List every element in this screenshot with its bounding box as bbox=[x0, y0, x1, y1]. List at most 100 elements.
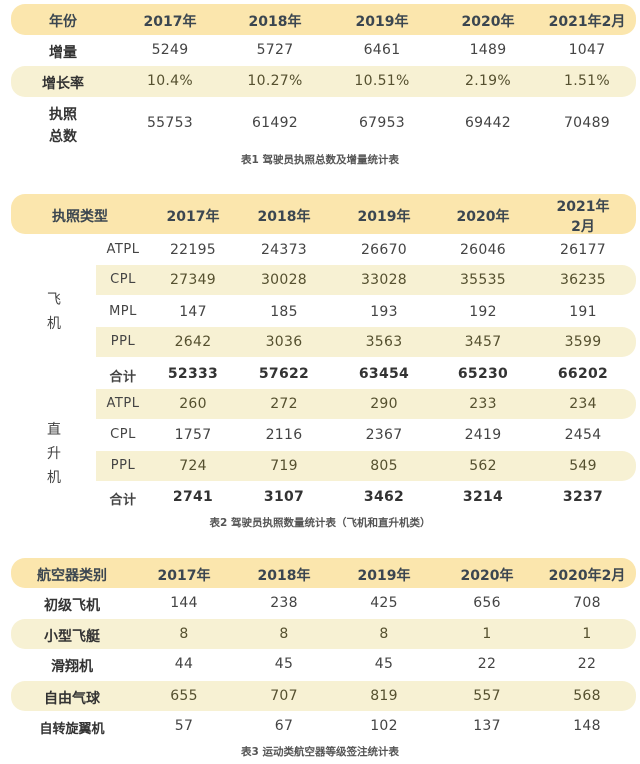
cell: 3237 bbox=[562, 489, 604, 505]
cell: 233 bbox=[469, 396, 497, 412]
table-2-header-2017: 2017年 bbox=[166, 209, 220, 225]
cell: 26177 bbox=[559, 242, 607, 258]
cell: 10.27% bbox=[247, 73, 303, 89]
cell: 2642 bbox=[174, 334, 212, 350]
cell: 8 bbox=[379, 626, 389, 642]
cell: 3036 bbox=[265, 334, 303, 350]
cell: 2116 bbox=[265, 427, 303, 443]
cell: 708 bbox=[573, 595, 601, 611]
cell: 655 bbox=[170, 688, 198, 704]
table-3-header-band bbox=[11, 558, 636, 588]
cell: 2419 bbox=[464, 427, 502, 443]
group-label-helicopter: 直 升 机 bbox=[47, 418, 61, 490]
table-1-header-2017: 2017年 bbox=[143, 14, 197, 30]
cell: 30028 bbox=[260, 272, 308, 288]
row-label: 增量 bbox=[49, 45, 77, 61]
table-2-header-2020: 2020年 bbox=[456, 209, 510, 225]
row-label: 滑翔机 bbox=[51, 659, 93, 675]
table-1-header-2019: 2019年 bbox=[355, 14, 409, 30]
table-3-header-2018: 2018年 bbox=[257, 568, 311, 584]
cell: 8 bbox=[179, 626, 189, 642]
cell: 33028 bbox=[360, 272, 408, 288]
table-3-highlight-band bbox=[11, 619, 636, 649]
cell: 22 bbox=[577, 656, 597, 672]
license-type: ATPL bbox=[106, 396, 140, 411]
cell: 234 bbox=[569, 396, 597, 412]
cell: 67953 bbox=[358, 115, 406, 131]
cell: 102 bbox=[370, 718, 398, 734]
cell: 3599 bbox=[564, 334, 602, 350]
cell: 3563 bbox=[365, 334, 403, 350]
cell: 70489 bbox=[563, 115, 611, 131]
cell: 67 bbox=[274, 718, 294, 734]
row-label: 自由气球 bbox=[44, 691, 100, 707]
cell: 5727 bbox=[256, 42, 294, 58]
cell: 44 bbox=[174, 656, 194, 672]
table-2-caption: 表2 驾驶员执照数量统计表（飞机和直升机类） bbox=[209, 517, 431, 529]
cell: 2367 bbox=[365, 427, 403, 443]
cell: 719 bbox=[270, 458, 298, 474]
cell: 819 bbox=[370, 688, 398, 704]
license-type: CPL bbox=[110, 427, 136, 442]
table-1-caption: 表1 驾驶员执照总数及增量统计表 bbox=[241, 154, 399, 166]
cell: 148 bbox=[573, 718, 601, 734]
cell: 2.19% bbox=[465, 73, 511, 89]
cell: 8 bbox=[279, 626, 289, 642]
table-2-highlight-band bbox=[96, 327, 636, 357]
table-1-header-2020: 2020年 bbox=[461, 14, 515, 30]
cell: 724 bbox=[179, 458, 207, 474]
group-char: 机 bbox=[47, 316, 61, 332]
cell: 568 bbox=[573, 688, 601, 704]
cell: 2741 bbox=[172, 489, 214, 505]
table-3-header-2020: 2020年 bbox=[460, 568, 514, 584]
cell: 805 bbox=[370, 458, 398, 474]
group-label-airplane: 飞 机 bbox=[47, 288, 61, 336]
table-1-header-2021-feb: 2021年2月 bbox=[548, 14, 626, 30]
cell: 22195 bbox=[169, 242, 217, 258]
cell: 425 bbox=[370, 595, 398, 611]
cell: 24373 bbox=[260, 242, 308, 258]
table-2-header-2018: 2018年 bbox=[257, 209, 311, 225]
cell: 22 bbox=[477, 656, 497, 672]
table-2-highlight-band bbox=[96, 389, 636, 419]
cell: 27349 bbox=[169, 272, 217, 288]
cell: 147 bbox=[179, 304, 207, 320]
table-3-header-2017: 2017年 bbox=[157, 568, 211, 584]
table-2-highlight-band bbox=[96, 265, 636, 295]
cell: 3462 bbox=[363, 489, 405, 505]
table-2-header-license-type: 执照类型 bbox=[52, 209, 108, 225]
table-3-caption: 表3 运动类航空器等级签注统计表 bbox=[241, 746, 399, 758]
table-3-header-2020-feb: 2020年2月 bbox=[548, 568, 626, 584]
group-char: 直 bbox=[47, 422, 61, 438]
cell: 52333 bbox=[167, 366, 219, 382]
cell: 5249 bbox=[151, 42, 189, 58]
cell: 1.51% bbox=[564, 73, 610, 89]
table-3-highlight-band bbox=[11, 681, 636, 711]
license-type: ATPL bbox=[106, 242, 140, 257]
cell: 35535 bbox=[459, 272, 507, 288]
table-1-highlight-band bbox=[11, 66, 636, 97]
table-2-header-feb: 2月 bbox=[571, 219, 595, 235]
license-type: PPL bbox=[110, 458, 136, 473]
license-type: MPL bbox=[109, 304, 137, 319]
table-3-header-aircraft-category: 航空器类别 bbox=[37, 568, 107, 584]
cell: 3457 bbox=[464, 334, 502, 350]
row-label-line1: 执照 bbox=[49, 107, 77, 123]
table-1-header-band bbox=[11, 4, 636, 35]
cell: 1489 bbox=[469, 42, 507, 58]
group-char: 升 bbox=[47, 446, 61, 462]
cell: 61492 bbox=[251, 115, 299, 131]
cell: 1 bbox=[482, 626, 492, 642]
cell: 65230 bbox=[457, 366, 509, 382]
cell: 57622 bbox=[258, 366, 310, 382]
table-1-header-year: 年份 bbox=[49, 14, 77, 30]
cell: 36235 bbox=[559, 272, 607, 288]
cell: 562 bbox=[469, 458, 497, 474]
cell: 290 bbox=[370, 396, 398, 412]
cell: 45 bbox=[274, 656, 294, 672]
cell: 66202 bbox=[557, 366, 609, 382]
cell: 26670 bbox=[360, 242, 408, 258]
license-type: 合计 bbox=[109, 370, 137, 385]
cell: 10.4% bbox=[147, 73, 193, 89]
cell: 549 bbox=[569, 458, 597, 474]
